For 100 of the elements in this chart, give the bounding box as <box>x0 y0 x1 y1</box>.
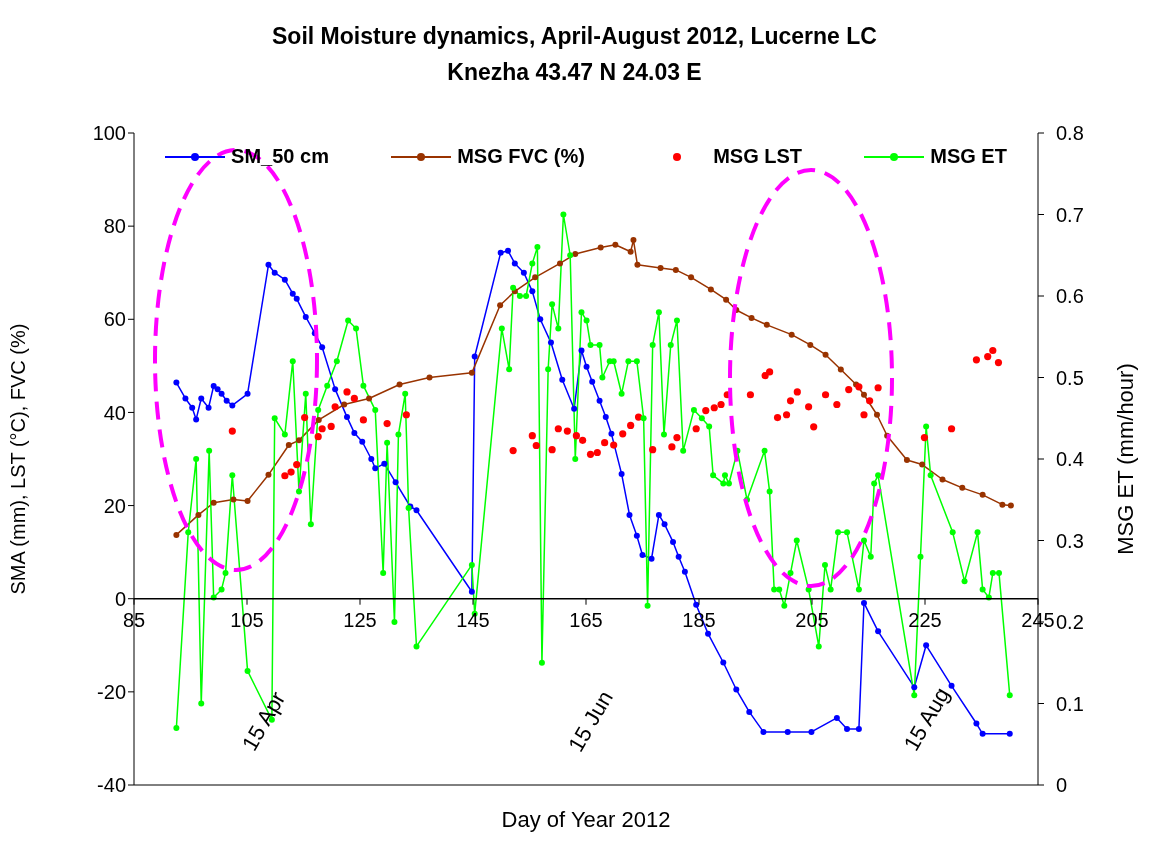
y-tick-label: 20 <box>103 494 126 517</box>
point <box>359 416 367 424</box>
y-tick-label: 60 <box>103 308 126 331</box>
y-tick-label: 40 <box>103 401 126 424</box>
point <box>972 356 981 364</box>
annotation: 15 Jun <box>563 686 618 757</box>
point <box>688 274 695 281</box>
point <box>497 302 504 309</box>
point <box>860 391 867 398</box>
point <box>630 237 637 244</box>
point <box>1007 502 1014 509</box>
point <box>999 501 1006 508</box>
point <box>807 341 814 348</box>
point <box>402 411 410 419</box>
point <box>350 394 358 403</box>
point <box>572 251 579 258</box>
y-tick-label: 100 <box>92 122 126 145</box>
point <box>710 404 718 412</box>
point <box>761 372 769 380</box>
point <box>668 443 676 451</box>
chart-title: Soil Moisture dynamics, April-August 2012, Lucerne LC <box>271 22 878 51</box>
point <box>920 433 929 442</box>
point <box>903 456 910 463</box>
point <box>366 395 373 402</box>
point <box>287 468 295 476</box>
point <box>919 461 926 468</box>
y2-tick-label: 0.8 <box>1056 122 1084 145</box>
point <box>548 446 556 454</box>
point <box>717 400 725 409</box>
point <box>810 423 818 431</box>
point <box>601 439 609 447</box>
point <box>265 471 272 478</box>
point <box>509 447 517 455</box>
point <box>468 369 475 376</box>
point <box>173 531 180 538</box>
point <box>763 321 770 328</box>
point <box>866 397 874 405</box>
point <box>281 472 289 480</box>
point <box>707 286 714 293</box>
point <box>766 368 774 376</box>
point <box>597 244 604 251</box>
point <box>788 331 795 338</box>
chart-subtitle: Knezha 43.47 N 24.03 E <box>446 58 703 87</box>
y2-tick-label: 0.6 <box>1056 285 1084 308</box>
x-tick-label: 125 <box>343 608 377 631</box>
point <box>773 413 782 422</box>
point <box>634 261 641 268</box>
point <box>610 441 618 449</box>
x-axis-title: Day of Year 2012 <box>501 807 671 832</box>
point <box>318 425 326 433</box>
point <box>293 460 301 469</box>
point <box>210 499 217 506</box>
point <box>532 441 540 450</box>
point <box>627 421 635 430</box>
y-tick-label: 0 <box>114 587 126 610</box>
point <box>873 411 880 418</box>
point <box>228 427 236 435</box>
y2-axis-title: MSG ET (mm/hour) <box>1112 363 1138 555</box>
point <box>673 433 681 442</box>
y-tick-label: 80 <box>103 215 126 238</box>
point <box>833 400 841 409</box>
point <box>746 391 755 399</box>
y2-tick-label: 0.3 <box>1056 529 1084 552</box>
point <box>845 386 853 394</box>
point <box>572 432 580 440</box>
point <box>723 296 730 303</box>
x-tick-label: 85 <box>122 608 146 631</box>
y2-tick-label: 0.1 <box>1056 692 1084 715</box>
point <box>532 274 539 281</box>
x-tick-label: 145 <box>456 608 490 631</box>
point <box>860 411 868 419</box>
point <box>295 437 302 444</box>
point <box>793 388 801 396</box>
point <box>301 413 309 422</box>
point <box>994 359 1003 367</box>
point <box>634 413 643 421</box>
x-tick-label: 245 <box>1021 608 1055 631</box>
point <box>748 314 755 321</box>
point <box>563 427 571 435</box>
point <box>657 265 664 272</box>
point <box>782 411 791 419</box>
point <box>195 511 202 518</box>
annotation: 15 Apr <box>236 687 291 755</box>
point <box>786 397 795 405</box>
point <box>579 436 587 444</box>
point <box>959 484 966 491</box>
point <box>383 420 391 428</box>
point <box>874 384 882 392</box>
point <box>396 381 403 388</box>
point <box>979 491 986 498</box>
point <box>341 401 348 408</box>
point <box>528 432 536 440</box>
point <box>939 476 946 483</box>
y-axis-title: SMA (mm), LST (°C), FVC (%) <box>7 323 30 595</box>
point <box>426 374 433 381</box>
point <box>285 442 292 449</box>
y-tick-label: -20 <box>97 680 126 703</box>
point <box>821 391 830 399</box>
point <box>947 425 956 433</box>
point <box>989 346 997 355</box>
